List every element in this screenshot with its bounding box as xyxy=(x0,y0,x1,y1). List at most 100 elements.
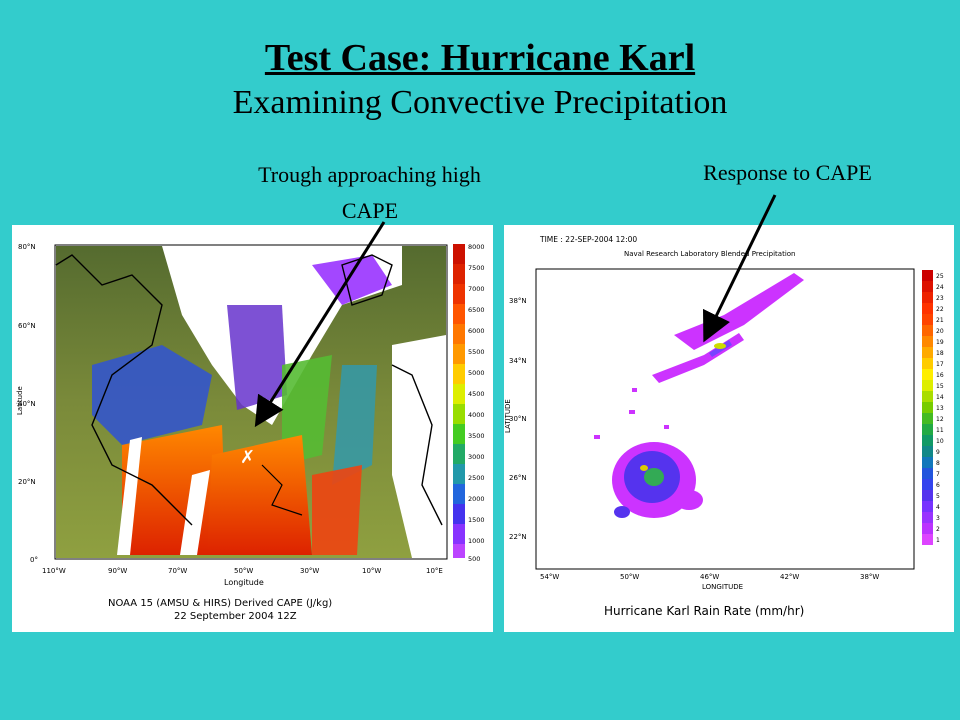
lon-tick: 90°W xyxy=(108,567,127,575)
colorbar-label: 22 xyxy=(936,306,944,313)
source-label: Naval Research Laboratory Blended Precip… xyxy=(624,250,795,258)
colorbar-label: 19 xyxy=(936,339,944,346)
colorbar-swatch xyxy=(922,490,933,501)
callout-trough-line2: CAPE xyxy=(341,198,399,223)
lat-tick: 40°N xyxy=(18,400,36,408)
left-x-axis-label: Longitude xyxy=(224,578,264,587)
coastline-greenland xyxy=(341,254,393,306)
cape-high-swath-east xyxy=(312,465,362,555)
colorbar-swatch xyxy=(922,270,933,281)
colorbar-label: 1 xyxy=(936,537,940,544)
lat-tick: 80°N xyxy=(18,243,36,251)
callout-trough-line1: Trough approaching high xyxy=(258,162,481,187)
colorbar-swatch xyxy=(922,534,933,545)
colorbar-swatch xyxy=(922,336,933,347)
colorbar-label: 11 xyxy=(936,427,944,434)
precip-cell xyxy=(594,435,600,439)
colorbar-swatch xyxy=(453,464,465,484)
colorbar-swatch xyxy=(453,364,465,384)
lon-tick: 30°W xyxy=(300,567,319,575)
colorbar-label: 7000 xyxy=(468,285,485,293)
colorbar-swatch xyxy=(453,284,465,304)
colorbar-label: 4000 xyxy=(468,411,485,419)
precip-cell xyxy=(664,425,669,429)
colorbar-label: 6 xyxy=(936,482,940,489)
lat-tick: 20°N xyxy=(18,478,36,486)
cape-colorbar: 8000 7500 7000 6500 6000 5500 5000 4500 … xyxy=(453,243,485,563)
colorbar-swatch xyxy=(922,314,933,325)
colorbar-swatch xyxy=(922,358,933,369)
colorbar-label: 2 xyxy=(936,526,940,533)
colorbar-label: 21 xyxy=(936,317,944,324)
lon-tick: 46°W xyxy=(700,573,719,581)
colorbar-label: 6000 xyxy=(468,327,485,335)
colorbar-swatch xyxy=(922,303,933,314)
colorbar-swatch xyxy=(922,413,933,424)
colorbar-swatch xyxy=(453,544,465,558)
callout-response: Response to CAPE xyxy=(703,160,872,185)
lon-tick: 70°W xyxy=(168,567,187,575)
colorbar-label: 2000 xyxy=(468,495,485,503)
hurricane-band xyxy=(675,490,703,510)
colorbar-swatch xyxy=(922,281,933,292)
hurricane-core-rain xyxy=(644,468,664,486)
coastline-africa xyxy=(391,364,443,526)
lat-tick: 34°N xyxy=(509,357,527,365)
lat-tick: 22°N xyxy=(509,533,527,541)
colorbar-swatch xyxy=(922,523,933,534)
colorbar-label: 12 xyxy=(936,416,944,423)
colorbar-swatch xyxy=(922,380,933,391)
lon-tick: 10°W xyxy=(362,567,381,575)
colorbar-label: 18 xyxy=(936,350,944,357)
right-x-axis-label: LONGITUDE xyxy=(702,583,743,591)
hurricane-symbol-icon: ✗ xyxy=(240,447,255,468)
colorbar-swatch xyxy=(922,369,933,380)
colorbar-label: 25 xyxy=(936,273,944,280)
time-label: TIME : 22-SEP-2004 12:00 xyxy=(539,235,637,244)
lon-tick: 50°W xyxy=(234,567,253,575)
cape-caption-line1: NOAA 15 (AMSU & HIRS) Derived CAPE (J/kg… xyxy=(108,598,332,609)
colorbar-swatch xyxy=(453,404,465,424)
colorbar-label: 10 xyxy=(936,438,944,445)
lon-tick: 10°E xyxy=(426,567,443,575)
slide-subtitle: Examining Convective Precipitation xyxy=(232,84,728,121)
coastline-americas xyxy=(55,254,193,526)
colorbar-label: 9 xyxy=(936,449,940,456)
cape-low-swath-west xyxy=(92,345,212,445)
colorbar-swatch xyxy=(453,244,465,264)
colorbar-swatch xyxy=(922,457,933,468)
colorbar-label: 6500 xyxy=(468,306,485,314)
colorbar-swatch xyxy=(453,304,465,324)
colorbar-swatch xyxy=(453,264,465,284)
swath-gap-2 xyxy=(180,470,210,555)
colorbar-swatch xyxy=(922,468,933,479)
colorbar-label: 1000 xyxy=(468,537,485,545)
colorbar-label: 8000 xyxy=(468,243,485,251)
colorbar-label: 16 xyxy=(936,372,944,379)
colorbar-swatch xyxy=(922,424,933,435)
hurricane-band xyxy=(614,506,630,518)
colorbar-label: 5000 xyxy=(468,369,485,377)
colorbar-swatch xyxy=(922,479,933,490)
colorbar-swatch xyxy=(453,324,465,344)
colorbar-label: 500 xyxy=(468,555,480,563)
colorbar-label: 24 xyxy=(936,284,944,291)
lon-tick: 50°W xyxy=(620,573,639,581)
colorbar-label: 20 xyxy=(936,328,944,335)
colorbar-label: 23 xyxy=(936,295,944,302)
colorbar-label: 13 xyxy=(936,405,944,412)
arrow-trough xyxy=(254,221,386,428)
precip-cell xyxy=(632,388,637,392)
colorbar-label: 5 xyxy=(936,493,940,500)
colorbar-swatch xyxy=(453,484,465,504)
colorbar-label: 3500 xyxy=(468,432,485,440)
colorbar-swatch xyxy=(453,424,465,444)
cape-caption-line2: 22 September 2004 12Z xyxy=(174,611,297,622)
colorbar-label: 4 xyxy=(936,504,940,511)
precip-band-peak xyxy=(714,343,726,349)
lon-tick: 42°W xyxy=(780,573,799,581)
colorbar-swatch xyxy=(453,344,465,364)
cape-mid-swath-east xyxy=(332,365,377,485)
lat-tick: 60°N xyxy=(18,322,36,330)
